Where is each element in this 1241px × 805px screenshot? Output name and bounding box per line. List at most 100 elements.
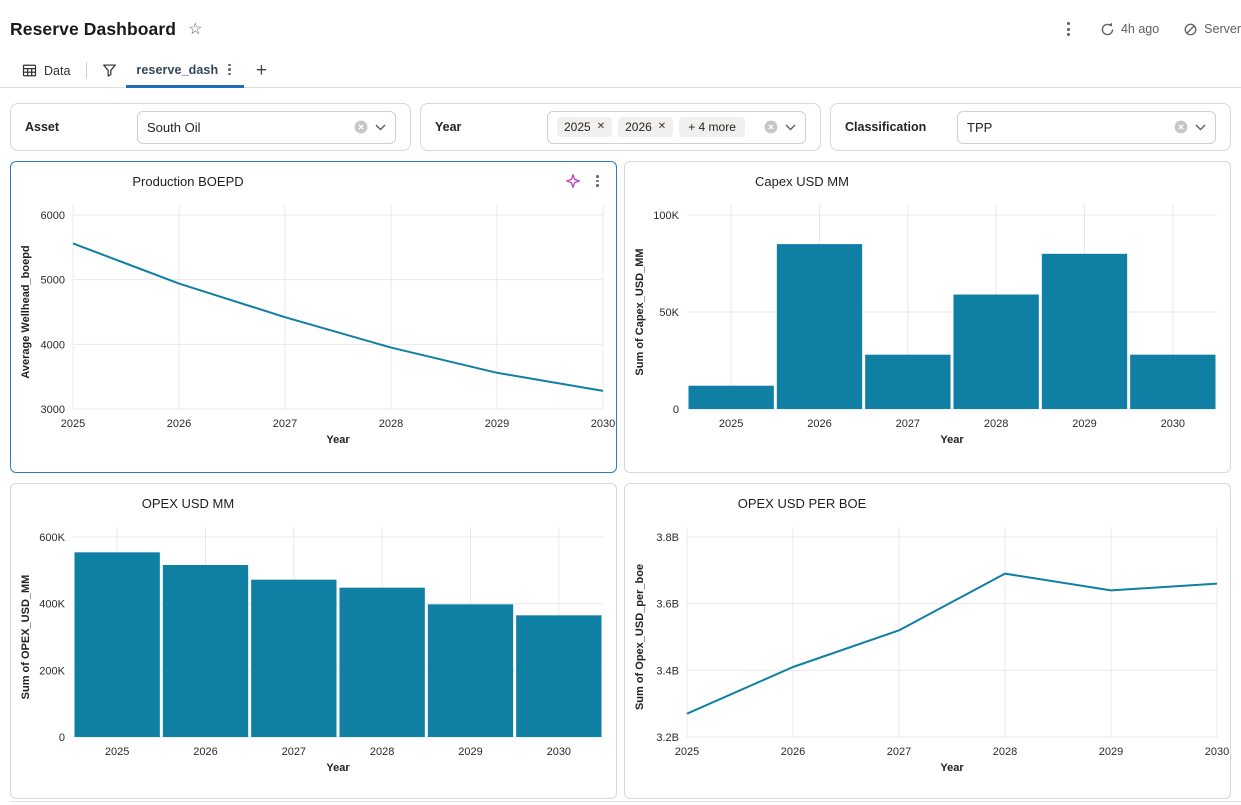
svg-text:Year: Year [326, 434, 350, 446]
funnel-icon [103, 64, 117, 77]
chevron-down-icon[interactable] [375, 124, 386, 131]
year-chip[interactable]: 2026 ✕ [618, 117, 674, 137]
filter-classification-select[interactable]: TPP [957, 110, 1216, 144]
tab-data[interactable]: Data [12, 54, 80, 87]
chart-title: Capex USD MM [755, 174, 849, 189]
server-label: Server [1204, 22, 1241, 36]
svg-text:3.8B: 3.8B [656, 532, 679, 544]
svg-text:Year: Year [940, 434, 964, 446]
svg-text:3.4B: 3.4B [656, 665, 679, 677]
chart-capex-usd-mm: 0 50K 100K 2025 2026 2027 2028 2029 2030 Year Sum … [625, 193, 1230, 453]
year-chip-label: 2026 [625, 120, 652, 134]
svg-text:2028: 2028 [993, 746, 1017, 758]
svg-text:2027: 2027 [896, 418, 920, 430]
chart-card-capex-usd-mm[interactable]: Capex USD MM 0 50K 100K 2025 2026 2027 2028 202… [624, 161, 1231, 473]
svg-text:2029: 2029 [485, 418, 509, 430]
tab-bar: Data reserve_dash + [0, 54, 1241, 88]
svg-text:Sum of Opex_USD_per_boe: Sum of Opex_USD_per_boe [634, 564, 646, 710]
chart-card-production-boepd[interactable]: Production BOEPD 3000 4000 5000 6000 2025 202… [10, 161, 617, 473]
chart-title: OPEX USD MM [141, 496, 235, 511]
page-title: Reserve Dashboard [10, 18, 177, 39]
year-chip-label: 2025 [564, 120, 591, 134]
filter-year-label: Year [435, 120, 462, 134]
svg-text:2027: 2027 [887, 746, 911, 758]
year-chip[interactable]: 2025 ✕ [557, 117, 613, 137]
svg-text:0: 0 [59, 732, 65, 744]
filter-card-year: Year 2025 ✕ 2026 ✕ + 4 more [420, 103, 821, 151]
app-header: Reserve Dashboard ☆ 4h ago Server [0, 0, 1241, 54]
tab-reserve-dash-label: reserve_dash [136, 62, 219, 77]
chart-card-opex-usd-mm[interactable]: OPEX USD MM 0 200K 400K 600K 2025 2026 2027 202… [10, 483, 617, 799]
svg-text:Year: Year [940, 762, 964, 774]
tab-divider [86, 62, 88, 79]
filter-card-asset: Asset South Oil [10, 103, 411, 151]
svg-text:100K: 100K [653, 210, 679, 222]
filter-asset-select[interactable]: South Oil [137, 110, 396, 144]
svg-text:2030: 2030 [1161, 418, 1185, 430]
svg-text:2025: 2025 [105, 746, 129, 758]
clear-filter-icon[interactable] [354, 120, 368, 134]
chart-opex-usd-per-boe: 3.2B 3.4B 3.6B 3.8B 2025 2026 2027 2028 2029 2030… [625, 515, 1230, 781]
svg-text:2030: 2030 [1205, 746, 1229, 758]
chevron-down-icon[interactable] [785, 124, 796, 131]
svg-text:2030: 2030 [591, 418, 615, 430]
svg-text:2029: 2029 [1072, 418, 1096, 430]
svg-text:5000: 5000 [41, 275, 65, 287]
table-icon [22, 64, 37, 77]
tab-reserve-dash[interactable]: reserve_dash [126, 54, 244, 88]
svg-text:2030: 2030 [547, 746, 571, 758]
svg-text:2026: 2026 [193, 746, 217, 758]
filter-card-classification: Classification TPP [830, 103, 1231, 151]
clear-filter-icon[interactable] [764, 120, 778, 134]
svg-text:2025: 2025 [675, 746, 699, 758]
filter-classification-label: Classification [845, 120, 927, 134]
year-more-chip[interactable]: + 4 more [679, 117, 745, 137]
svg-text:3.6B: 3.6B [656, 599, 679, 611]
refresh-button[interactable]: 4h ago [1100, 22, 1159, 37]
filter-classification-value: TPP [967, 119, 993, 135]
chevron-down-icon[interactable] [1195, 124, 1206, 131]
svg-text:2029: 2029 [458, 746, 482, 758]
svg-text:400K: 400K [39, 599, 65, 611]
svg-text:200K: 200K [39, 665, 65, 677]
svg-text:2028: 2028 [370, 746, 394, 758]
header-kebab-menu-icon[interactable] [1061, 20, 1076, 38]
add-sheet-button[interactable]: + [255, 59, 267, 81]
chart-kebab-menu-icon[interactable] [593, 173, 602, 189]
chart-opex-usd-mm: 0 200K 400K 600K 2025 2026 2027 2028 2029 2030 Yea… [11, 515, 616, 781]
svg-text:Sum of OPEX_USD_MM: Sum of OPEX_USD_MM [20, 575, 32, 700]
svg-text:2028: 2028 [379, 418, 403, 430]
filter-year-select[interactable]: 2025 ✕ 2026 ✕ + 4 more [547, 110, 806, 144]
chart-title: Production BOEPD [132, 174, 244, 189]
svg-text:0: 0 [673, 404, 679, 416]
svg-text:2028: 2028 [984, 418, 1008, 430]
svg-text:2025: 2025 [61, 418, 85, 430]
svg-text:6000: 6000 [41, 210, 65, 222]
svg-text:3000: 3000 [41, 404, 65, 416]
ai-sparkle-icon[interactable] [565, 173, 581, 189]
svg-text:Year: Year [326, 762, 350, 774]
chart-card-opex-usd-per-boe[interactable]: OPEX USD PER BOE 3.2B 3.4B 3.6B 3.8B 2025 202… [624, 483, 1231, 799]
svg-text:2026: 2026 [807, 418, 831, 430]
chip-remove-icon[interactable]: ✕ [657, 121, 667, 132]
svg-text:Average Wellhead_boepd: Average Wellhead_boepd [20, 245, 32, 378]
svg-text:2026: 2026 [781, 746, 805, 758]
svg-text:4000: 4000 [41, 339, 65, 351]
chart-grid: Production BOEPD 3000 4000 5000 6000 2025 202… [0, 156, 1241, 799]
chart-title: OPEX USD PER BOE [737, 496, 867, 511]
svg-text:2025: 2025 [719, 418, 743, 430]
chart-production-boepd: 3000 4000 5000 6000 2025 2026 2027 2028 2029 2030… [11, 193, 616, 453]
next-row-edge [10, 801, 1241, 802]
favorite-star-icon[interactable]: ☆ [188, 21, 203, 38]
clear-filter-icon[interactable] [1174, 120, 1188, 134]
svg-text:3.2B: 3.2B [656, 732, 679, 744]
svg-text:50K: 50K [659, 307, 679, 319]
filter-funnel-button[interactable] [93, 54, 126, 87]
filter-asset-value: South Oil [147, 119, 201, 135]
filter-row: Asset South Oil Year 2025 ✕ [0, 88, 1241, 156]
tab-data-label: Data [44, 63, 71, 78]
server-status[interactable]: Server [1183, 22, 1241, 37]
tab-kebab-menu-icon[interactable] [225, 62, 234, 78]
svg-text:600K: 600K [39, 532, 65, 544]
chip-remove-icon[interactable]: ✕ [596, 121, 606, 132]
